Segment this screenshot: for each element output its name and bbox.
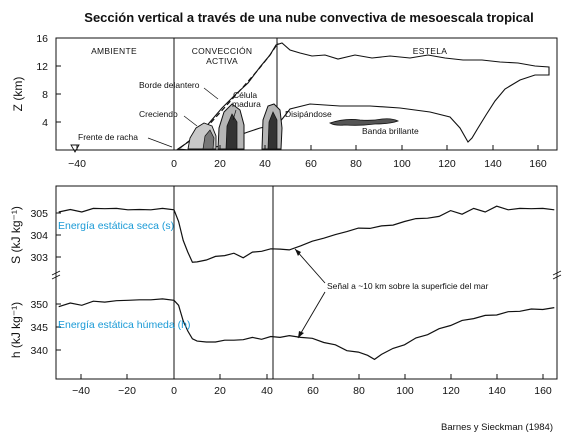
energy-panel: 305 304 303 S (kJ kg⁻¹) 350 345 340 h (k…: [9, 185, 562, 397]
axis-break-right-2: [552, 274, 562, 280]
x-tick-label: 160: [529, 158, 547, 170]
y-tick-label: 340: [30, 345, 48, 357]
label-mature-cell-2: madura: [232, 99, 261, 109]
label-growing: Creciendo: [139, 109, 178, 119]
h-series-line: [58, 298, 555, 361]
x-tick-label: 80: [353, 385, 365, 397]
x-tick-label: 120: [442, 385, 460, 397]
y-tick-label: 304: [30, 230, 48, 242]
label-bright-band: Banda brillante: [362, 126, 419, 136]
x-tick-label: 0: [171, 158, 177, 170]
signal-arrow-head-s: [295, 249, 301, 256]
bright-band: [329, 118, 400, 126]
y-tick-label: 8: [42, 89, 48, 101]
figure-credit: Barnes y Sieckman (1984): [441, 422, 553, 433]
x-tick-label: 100: [396, 385, 414, 397]
label-mature-cell: Célula: [233, 90, 257, 100]
top-y-axis-label: Z (km): [11, 77, 25, 112]
top-panel: AMBIENTE CONVECCIÓN ACTIVA ESTELA Borde …: [11, 33, 558, 170]
h-y-axis-label: h (kJ kg⁻¹): [9, 302, 23, 358]
region-label-convection: CONVECCIÓN: [192, 46, 253, 56]
y-tick-label: 16: [36, 33, 48, 45]
y-tick-label: 4: [42, 117, 48, 129]
region-label-wake: ESTELA: [413, 46, 447, 56]
leader-mature-cell: [232, 109, 237, 121]
axis-break-right: [552, 270, 562, 276]
leader-leading-edge: [203, 87, 219, 100]
s-series-line: [58, 205, 555, 263]
y-tick-label: 350: [30, 299, 48, 311]
x-tick-label: 20: [214, 158, 226, 170]
signal-arrow-to-h: [297, 291, 326, 339]
x-tick-label: 60: [305, 158, 317, 170]
energy-panel-frame: [55, 185, 558, 380]
signal-arrow-head-h: [298, 331, 304, 338]
label-dissipating: Disipándose: [285, 109, 332, 119]
leader-gust-front: [147, 137, 173, 148]
x-tick-label: 40: [259, 158, 271, 170]
x-tick-label: 60: [307, 385, 319, 397]
h-y-axis: 350 345 340 h (kJ kg⁻¹): [9, 299, 61, 358]
y-tick-label: 305: [30, 208, 48, 220]
y-tick-label: 303: [30, 252, 48, 264]
dissipating-cell-core: [267, 111, 278, 150]
x-tick-label: 100: [393, 158, 411, 170]
signal-arrow-to-s: [294, 248, 326, 284]
label-leading-edge: Borde delantero: [139, 80, 200, 90]
y-tick-label: 12: [36, 61, 48, 73]
top-y-axis: 16 12 8 4 Z (km): [11, 33, 61, 129]
y-tick-label: 345: [30, 322, 48, 334]
x-tick-label: 20: [214, 385, 226, 397]
x-tick-label: 80: [350, 158, 362, 170]
region-label-active: ACTIVA: [206, 56, 238, 66]
top-x-axis: −40 0 20 40 60 80 100 120 140 160: [68, 145, 547, 170]
growing-cell-core: [202, 129, 215, 150]
leader-growing: [183, 115, 198, 127]
region-label-environment: AMBIENTE: [91, 46, 137, 56]
s-y-axis-label: S (kJ kg⁻¹): [9, 206, 23, 264]
h-series-label: Energía estática húmeda (h): [58, 319, 191, 331]
signal-note: Señal a ~10 km sobre la superficie del m…: [327, 281, 489, 291]
bottom-x-axis: −40 −20 0 20 40 60 80 100 120 140 160: [72, 374, 552, 397]
mature-cell-core: [225, 113, 238, 150]
axis-break-left-2: [51, 274, 61, 280]
x-tick-label: 160: [534, 385, 552, 397]
x-tick-label: −40: [72, 385, 90, 397]
x-tick-label: 40: [261, 385, 273, 397]
x-tick-label: 140: [484, 158, 502, 170]
x-tick-label: 120: [438, 158, 456, 170]
s-y-axis: 305 304 303 S (kJ kg⁻¹): [9, 206, 61, 264]
s-series-label: Energía estática seca (s): [58, 220, 174, 232]
sounding-triangle-icon: [70, 144, 80, 153]
label-gust-front: Frente de racha: [78, 132, 138, 142]
figure-title: Sección vertical a través de una nube co…: [84, 10, 533, 25]
cloud-outline: [176, 42, 550, 151]
x-tick-label: −20: [118, 385, 136, 397]
x-tick-label: 140: [488, 385, 506, 397]
axis-break-left: [51, 270, 61, 276]
x-tick-label: 0: [171, 385, 177, 397]
x-tick-label: −40: [68, 158, 86, 170]
